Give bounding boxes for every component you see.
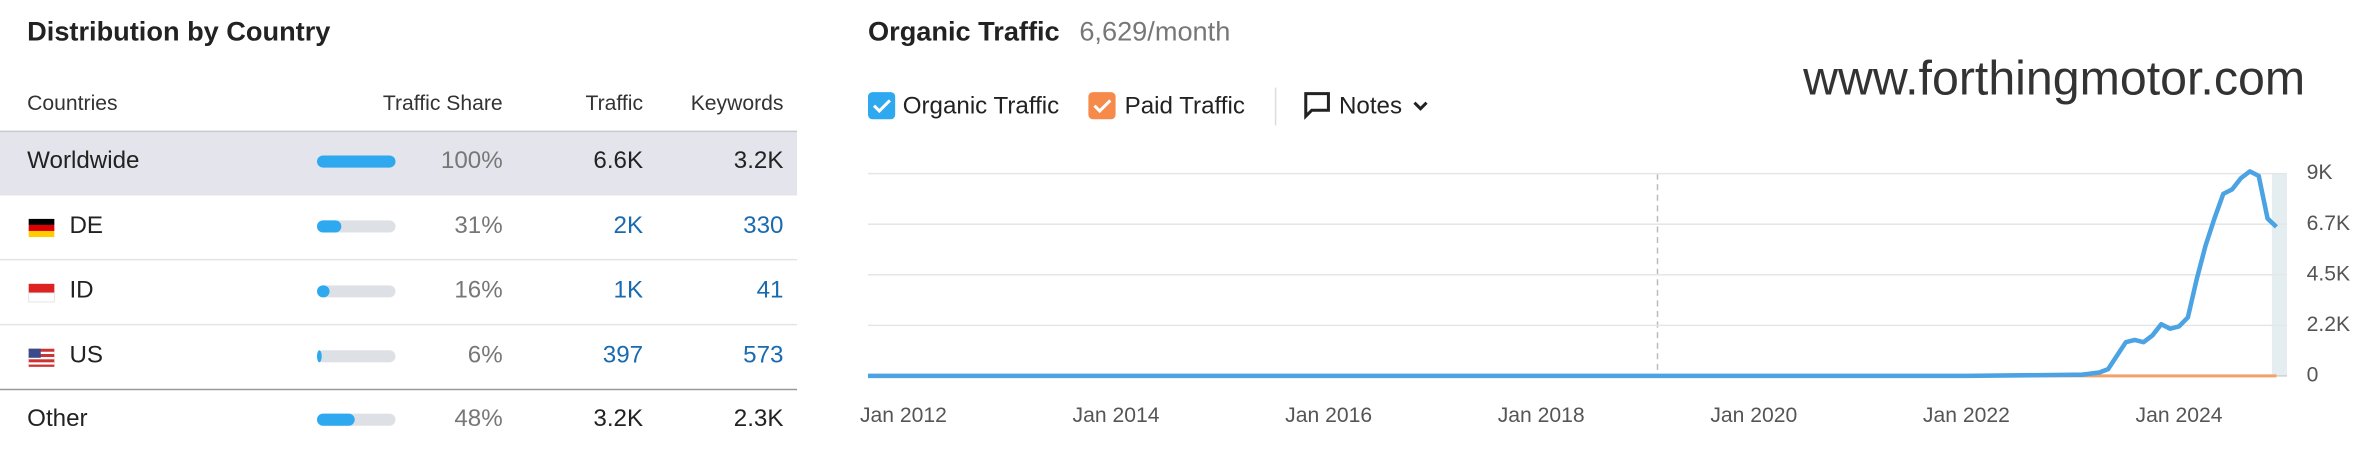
table-title: Distribution by Country xyxy=(27,15,330,46)
share-bar xyxy=(317,155,396,168)
y-tick-label: 6.7K xyxy=(2307,212,2350,235)
y-tick-label: 4.5K xyxy=(2307,262,2350,285)
column-header: Keywords xyxy=(691,92,784,115)
share-label: 31% xyxy=(454,212,502,239)
legend-label[interactable]: Paid Traffic xyxy=(1125,93,1245,120)
traffic-value: 6.6K xyxy=(593,147,643,174)
y-tick-label: 9K xyxy=(2307,161,2333,184)
x-tick-label: Jan 2022 xyxy=(1923,404,2010,427)
chevron[interactable] xyxy=(1413,101,1428,111)
column-header: Countries xyxy=(27,92,117,115)
share-label: 16% xyxy=(454,277,502,304)
country-name: DE xyxy=(69,212,103,239)
share-label: 6% xyxy=(468,342,503,369)
keywords-value: 41 xyxy=(757,277,784,304)
x-tick-label: Jan 2018 xyxy=(1498,404,1585,427)
legend-checkbox[interactable] xyxy=(868,92,896,120)
share-bar xyxy=(317,413,355,426)
share-bar xyxy=(317,220,342,233)
row-highlight xyxy=(0,131,798,195)
keywords-value: 330 xyxy=(743,212,783,239)
x-tick-label: Jan 2020 xyxy=(1710,404,1797,427)
share-track xyxy=(317,285,396,298)
country-name: Other xyxy=(27,405,87,432)
y-tick-label: 0 xyxy=(2307,363,2319,386)
keywords-value: 573 xyxy=(743,342,783,369)
legend-label[interactable]: Organic Traffic xyxy=(903,93,1060,120)
series-line xyxy=(868,169,2278,379)
chart-subtitle: 6,629/month xyxy=(1079,15,1230,46)
x-tick-label: Jan 2014 xyxy=(1073,404,1160,427)
y-tick-label: 2.2K xyxy=(2307,313,2350,336)
traffic-value: 2K xyxy=(614,212,644,239)
share-label: 100% xyxy=(441,147,503,174)
flag-id xyxy=(28,283,55,303)
share-bar xyxy=(317,350,322,363)
country-name: Worldwide xyxy=(27,147,139,174)
traffic-value: 3.2K xyxy=(593,405,643,432)
share-label: 48% xyxy=(454,405,502,432)
traffic-value: 397 xyxy=(603,342,643,369)
check-icon xyxy=(1093,99,1112,114)
keywords-value: 3.2K xyxy=(734,147,784,174)
notes-icon[interactable] xyxy=(1304,92,1330,120)
legend-checkbox[interactable] xyxy=(1088,92,1116,120)
x-tick-label: Jan 2024 xyxy=(2136,404,2223,427)
share-bar xyxy=(317,285,330,298)
x-tick-label: Jan 2016 xyxy=(1285,404,1372,427)
flag-de xyxy=(28,218,55,238)
traffic-value: 1K xyxy=(614,277,644,304)
share-track xyxy=(317,350,396,363)
watermark: www.forthingmotor.com xyxy=(1802,51,2305,105)
keywords-value: 2.3K xyxy=(734,405,784,432)
notes-button[interactable]: Notes xyxy=(1339,93,1402,120)
column-header: Traffic xyxy=(586,92,644,115)
column-header: Traffic Share xyxy=(383,92,503,115)
x-tick-label: Jan 2012 xyxy=(860,404,947,427)
country-name: US xyxy=(69,342,103,369)
check-icon xyxy=(872,99,891,114)
flag-us xyxy=(28,348,55,367)
country-name: ID xyxy=(69,277,93,304)
chart-title: Organic Traffic xyxy=(868,15,1060,46)
